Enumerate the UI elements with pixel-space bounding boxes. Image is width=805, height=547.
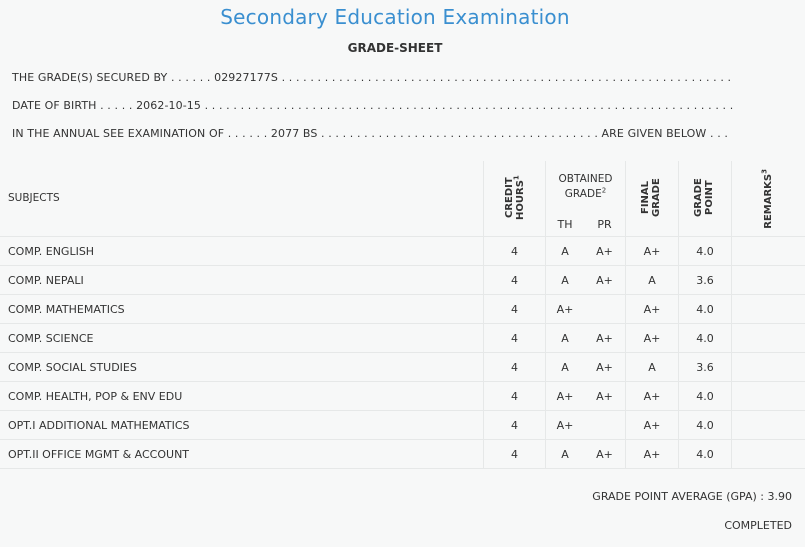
status-text: COMPLETED bbox=[724, 519, 792, 532]
grade-point: 4.0 bbox=[678, 439, 732, 469]
credit-hours: 4 bbox=[483, 381, 546, 411]
final-grade: A bbox=[625, 265, 679, 295]
grade-point: 3.6 bbox=[678, 352, 732, 382]
th-header: TH bbox=[545, 212, 584, 237]
subject-name: COMP. ENGLISH bbox=[0, 236, 484, 266]
pr-grade: A+ bbox=[584, 439, 626, 469]
pr-header: PR bbox=[584, 212, 626, 237]
final-grade: A+ bbox=[625, 410, 679, 440]
credit-hours-header: CREDIT HOURS1 bbox=[483, 161, 546, 237]
grade-point: 3.6 bbox=[678, 265, 732, 295]
final-grade: A+ bbox=[625, 236, 679, 266]
pr-grade: A+ bbox=[584, 381, 626, 411]
table-header-row: SUBJECTS CREDIT HOURS1 OBTAINED GRADE2 F… bbox=[0, 161, 805, 237]
th-grade: A bbox=[545, 236, 584, 266]
remarks bbox=[731, 381, 805, 411]
student-symbol-line: THE GRADE(S) SECURED BY . . . . . . 0292… bbox=[12, 71, 732, 84]
table-row: COMP. HEALTH, POP & ENV EDU 4 A+ A+ A+ 4… bbox=[0, 381, 805, 411]
remarks bbox=[731, 265, 805, 295]
subject-name: OPT.I ADDITIONAL MATHEMATICS bbox=[0, 410, 484, 440]
credit-hours: 4 bbox=[483, 439, 546, 469]
grade-point-header: GRADE POINT bbox=[678, 161, 732, 237]
subject-name: COMP. SCIENCE bbox=[0, 323, 484, 353]
grade-point: 4.0 bbox=[678, 323, 732, 353]
final-grade-header: FINAL GRADE bbox=[625, 161, 679, 237]
subject-name: COMP. NEPALI bbox=[0, 265, 484, 295]
remarks bbox=[731, 352, 805, 382]
page-title: Secondary Education Examination bbox=[220, 5, 570, 29]
table-row: COMP. NEPALI 4 A A+ A 3.6 bbox=[0, 265, 805, 295]
subject-name: COMP. HEALTH, POP & ENV EDU bbox=[0, 381, 484, 411]
pr-grade: A+ bbox=[584, 265, 626, 295]
credit-hours: 4 bbox=[483, 265, 546, 295]
examination-line: IN THE ANNUAL SEE EXAMINATION OF . . . .… bbox=[12, 127, 728, 140]
table-row: OPT.I ADDITIONAL MATHEMATICS 4 A+ A+ 4.0 bbox=[0, 410, 805, 440]
th-grade: A+ bbox=[545, 294, 584, 324]
table-row: COMP. MATHEMATICS 4 A+ A+ 4.0 bbox=[0, 294, 805, 324]
pr-grade: A+ bbox=[584, 323, 626, 353]
final-grade: A+ bbox=[625, 381, 679, 411]
final-grade: A+ bbox=[625, 439, 679, 469]
table-row: OPT.II OFFICE MGMT & ACCOUNT 4 A A+ A+ 4… bbox=[0, 439, 805, 469]
credit-hours: 4 bbox=[483, 352, 546, 382]
credit-hours: 4 bbox=[483, 323, 546, 353]
table-row: COMP. SCIENCE 4 A A+ A+ 4.0 bbox=[0, 323, 805, 353]
gpa-summary: GRADE POINT AVERAGE (GPA) : 3.90 bbox=[592, 490, 792, 503]
remarks bbox=[731, 236, 805, 266]
table-row: COMP. ENGLISH 4 A A+ A+ 4.0 bbox=[0, 236, 805, 266]
grade-sheet-heading: GRADE-SHEET bbox=[347, 41, 443, 55]
th-grade: A bbox=[545, 439, 584, 469]
obtained-grade-header: OBTAINED GRADE2 bbox=[545, 161, 626, 212]
th-grade: A bbox=[545, 352, 584, 382]
remarks bbox=[731, 294, 805, 324]
subject-name: COMP. MATHEMATICS bbox=[0, 294, 484, 324]
remarks bbox=[731, 410, 805, 440]
grade-point: 4.0 bbox=[678, 410, 732, 440]
th-grade: A bbox=[545, 323, 584, 353]
credit-hours: 4 bbox=[483, 236, 546, 266]
th-grade: A bbox=[545, 265, 584, 295]
remarks bbox=[731, 439, 805, 469]
date-of-birth-line: DATE OF BIRTH . . . . . 2062-10-15 . . .… bbox=[12, 99, 734, 112]
table-row: COMP. SOCIAL STUDIES 4 A A+ A 3.6 bbox=[0, 352, 805, 382]
th-grade: A+ bbox=[545, 410, 584, 440]
grade-point: 4.0 bbox=[678, 294, 732, 324]
pr-grade: A+ bbox=[584, 236, 626, 266]
th-grade: A+ bbox=[545, 381, 584, 411]
subject-name: OPT.II OFFICE MGMT & ACCOUNT bbox=[0, 439, 484, 469]
grade-table: SUBJECTS CREDIT HOURS1 OBTAINED GRADE2 F… bbox=[0, 161, 805, 469]
credit-hours: 4 bbox=[483, 410, 546, 440]
pr-grade: A+ bbox=[584, 352, 626, 382]
remarks-header: REMARKS3 bbox=[731, 161, 805, 237]
table-subheader-row: TH PR bbox=[0, 212, 805, 237]
final-grade: A+ bbox=[625, 294, 679, 324]
grade-point: 4.0 bbox=[678, 381, 732, 411]
subjects-header: SUBJECTS bbox=[0, 161, 484, 237]
credit-hours: 4 bbox=[483, 294, 546, 324]
final-grade: A bbox=[625, 352, 679, 382]
final-grade: A+ bbox=[625, 323, 679, 353]
remarks bbox=[731, 323, 805, 353]
grade-point: 4.0 bbox=[678, 236, 732, 266]
pr-grade bbox=[584, 410, 626, 440]
subject-name: COMP. SOCIAL STUDIES bbox=[0, 352, 484, 382]
pr-grade bbox=[584, 294, 626, 324]
